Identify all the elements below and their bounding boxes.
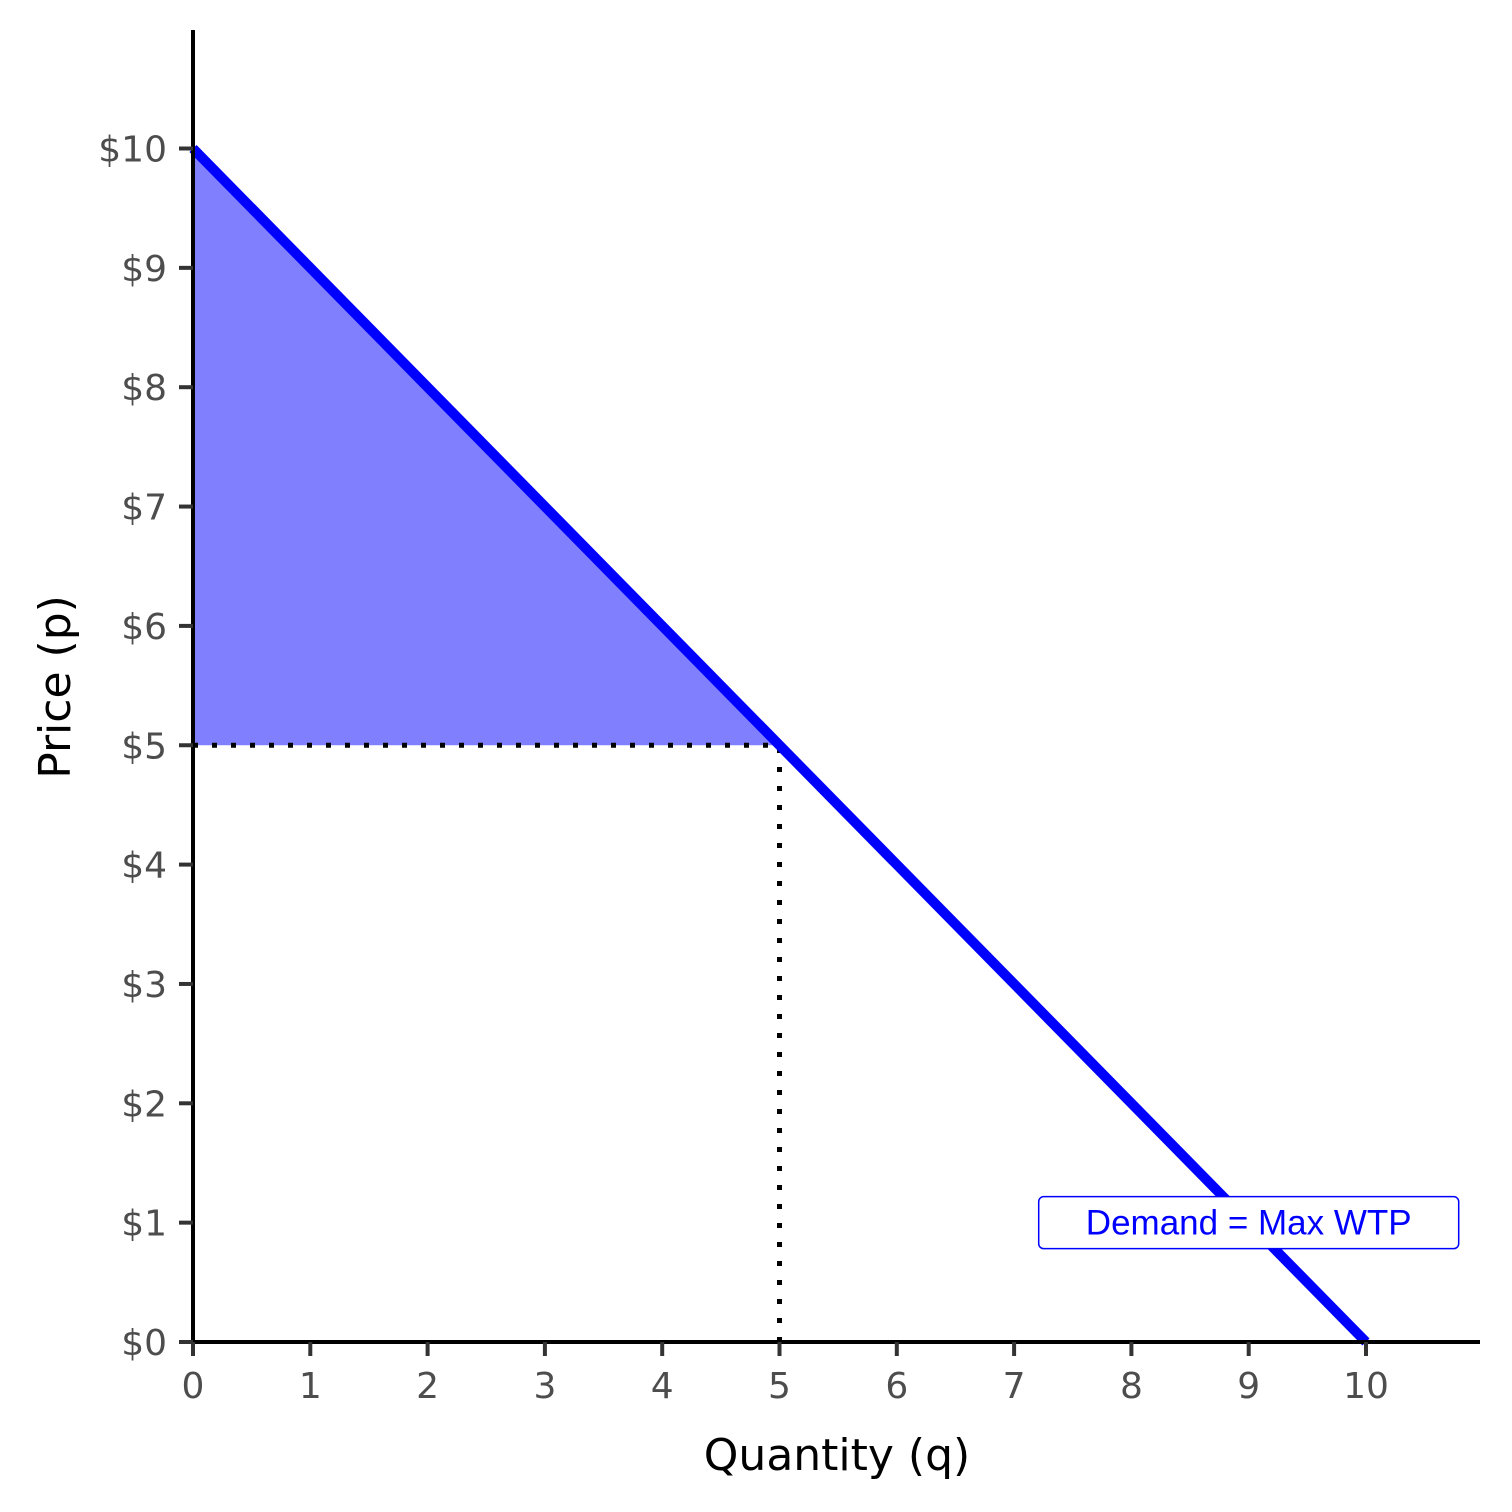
reference-lines-layer xyxy=(193,742,782,1342)
y-tick-label: $8 xyxy=(121,368,167,409)
x-tick-label: 10 xyxy=(1343,1366,1389,1407)
x-tick-label: 8 xyxy=(1120,1366,1143,1407)
x-tick-label: 6 xyxy=(885,1366,908,1407)
y-tick-label: $3 xyxy=(121,965,167,1006)
x-tick-label: 7 xyxy=(1003,1366,1026,1407)
demand-label: Demand = Max WTP xyxy=(1086,1204,1412,1243)
y-tick-label: $1 xyxy=(121,1204,167,1245)
y-axis-title: Price (p) xyxy=(30,595,81,779)
x-tick-label: 3 xyxy=(533,1366,556,1407)
y-tick-label: $6 xyxy=(121,607,167,648)
y-tick-label: $9 xyxy=(121,249,167,290)
x-axis-title: Quantity (q) xyxy=(704,1430,970,1481)
demand-label-box xyxy=(1037,1195,1460,1250)
x-tick-label: 2 xyxy=(416,1366,439,1407)
ticks-layer: 0 1 2 3 4 5 6 7 8 9 10 $0 $1 $2 $3 $4 $5 $6 $7 $8 $9 $10 xyxy=(98,130,1389,1408)
x-tick-label: 1 xyxy=(299,1366,322,1407)
x-tick-label: 0 xyxy=(182,1366,205,1407)
y-tick-label: $10 xyxy=(98,130,167,171)
x-tick-label: 9 xyxy=(1237,1366,1260,1407)
y-tick-label: $0 xyxy=(121,1323,167,1364)
x-tick-label: 4 xyxy=(651,1366,674,1407)
y-tick-label: $7 xyxy=(121,488,167,529)
y-tick-label: $4 xyxy=(121,846,167,887)
y-tick-label: $2 xyxy=(121,1084,167,1125)
x-tick-label: 5 xyxy=(768,1366,791,1407)
annotations-layer: Demand = Max WTP xyxy=(1037,1195,1460,1250)
series-layer xyxy=(189,144,1370,1346)
y-tick-label: $5 xyxy=(121,726,167,767)
demand-curve-line xyxy=(189,144,1370,1346)
axes-layer xyxy=(191,30,1480,1344)
